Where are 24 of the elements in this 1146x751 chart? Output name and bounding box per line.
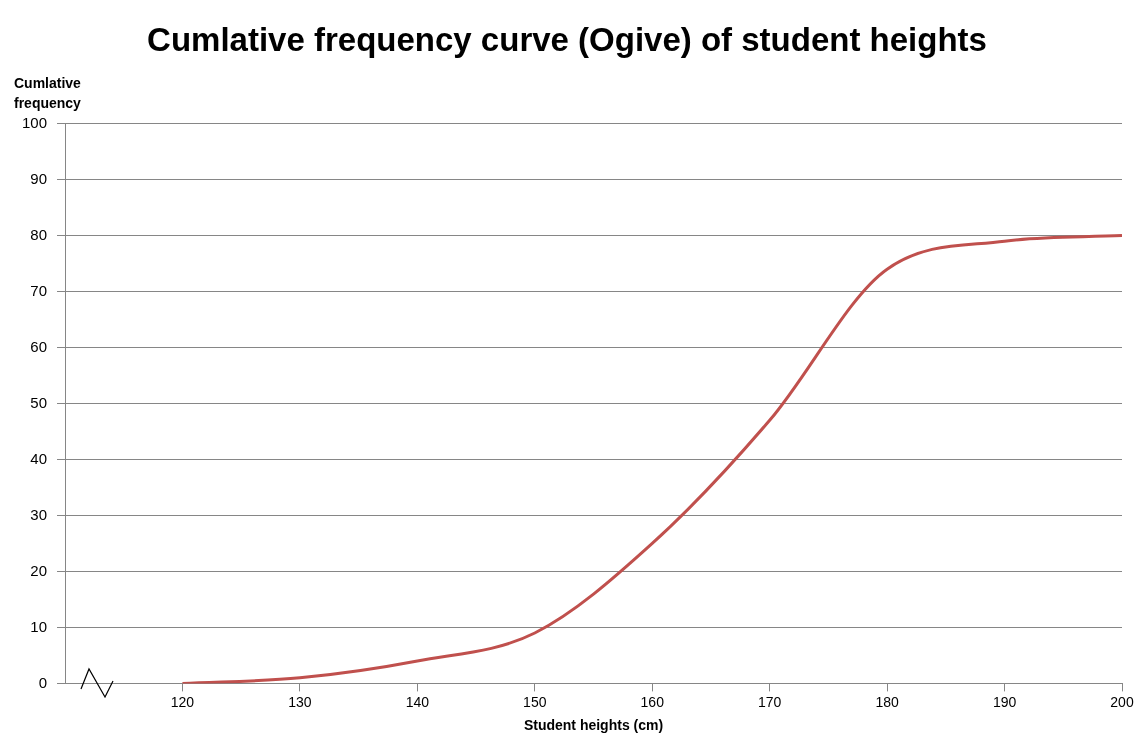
y-tick-label: 80 [30, 225, 48, 243]
x-tick-label: 180 [875, 693, 900, 710]
x-axis-title: Student heights (cm) [523, 717, 664, 734]
x-tick-label: 190 [992, 693, 1017, 710]
chart-title: Cumlative frequency curve (Ogive) of student heights [147, 20, 987, 58]
x-tick-label: 200 [1110, 693, 1134, 710]
y-tick-label: 0 [38, 673, 48, 691]
y-tick-label: 30 [30, 505, 48, 523]
x-tick-label: 120 [170, 693, 195, 710]
x-tick-label: 130 [288, 693, 312, 710]
x-tick-label: 160 [640, 693, 665, 710]
x-tick-label: 140 [405, 693, 430, 710]
y-tick-label: 60 [30, 337, 48, 355]
y-tick-label: 70 [30, 281, 48, 299]
y-tick-label: 10 [30, 617, 48, 635]
y-tick-label: 40 [30, 449, 48, 467]
y-axis-title: Cumlative frequency [14, 74, 82, 111]
x-tick-label: 150 [523, 693, 547, 710]
line-series [180, 234, 1122, 684]
y-tick-label: 20 [30, 561, 48, 579]
y-tick-label: 50 [30, 393, 48, 411]
y-tick-label: 90 [30, 169, 48, 187]
x-tick-label: 170 [758, 693, 782, 710]
y-tick-label: 100 [22, 113, 48, 131]
